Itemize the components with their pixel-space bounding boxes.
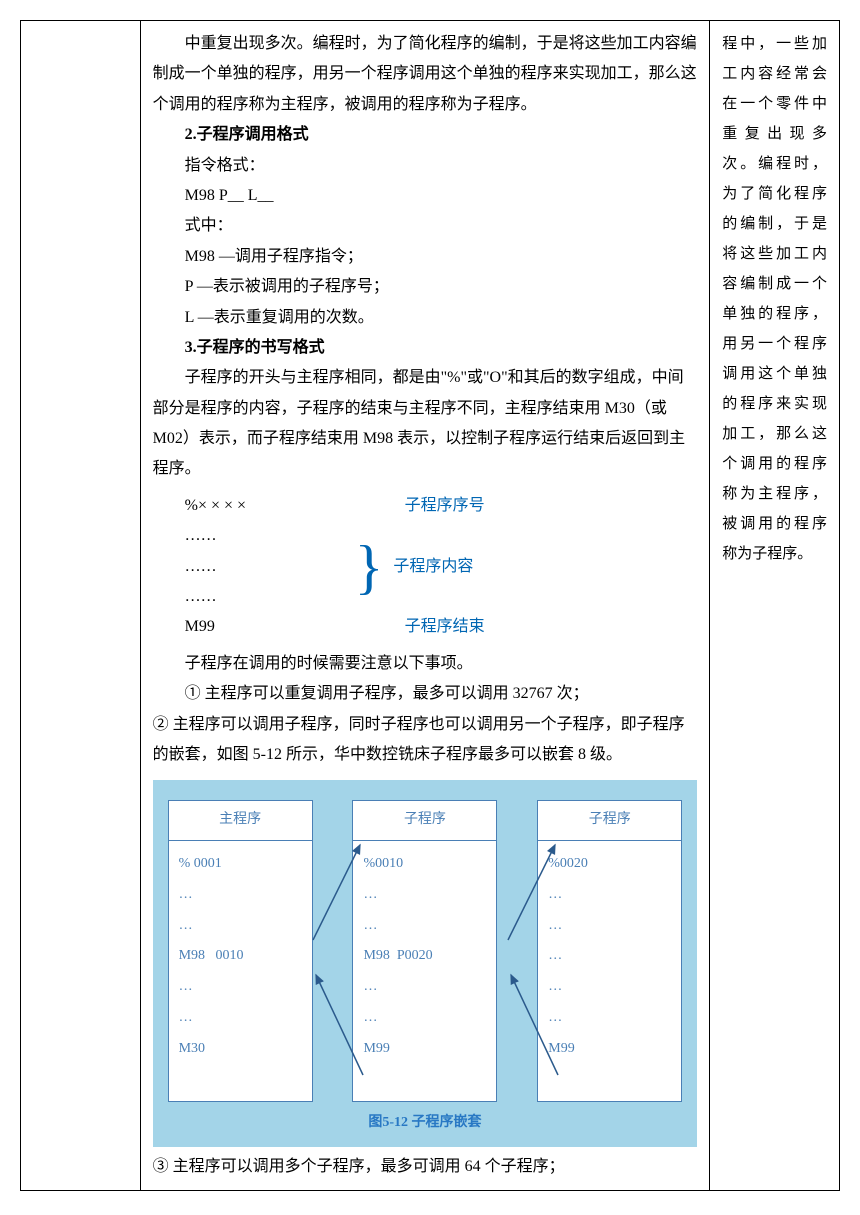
nest-line: … bbox=[548, 880, 671, 911]
struct-label-content: 子程序内容 bbox=[393, 552, 473, 582]
diagram-caption: 图5-12 子程序嵌套 bbox=[168, 1110, 683, 1137]
nest-line: M99 bbox=[363, 1034, 486, 1065]
sidebar-text: 程中，一些加工内容经常会在一个零件中重复出现多次。编程时，为了简化程序的编制，于… bbox=[722, 29, 827, 569]
brace-icon: } bbox=[355, 537, 384, 597]
nest-line: … bbox=[179, 972, 302, 1003]
nest-header-1: 子程序 bbox=[353, 801, 496, 841]
struct-dots-1: …… bbox=[185, 521, 365, 551]
nest-line: … bbox=[179, 911, 302, 942]
format-m98: M98 —调用子程序指令； bbox=[153, 242, 698, 272]
nest-line: … bbox=[548, 972, 671, 1003]
list-item-1: ① 主程序可以重复调用子程序，最多可以调用 32767 次； bbox=[153, 679, 698, 709]
nest-header-2: 子程序 bbox=[538, 801, 681, 841]
para-3: 子程序的开头与主程序相同，都是由"%"或"O"和其后的数字组成，中间部分是程序的… bbox=[153, 363, 698, 485]
struct-dots-3: …… bbox=[185, 582, 365, 612]
list-item-3: ③ 主程序可以调用多个子程序，最多可调用 64 个子程序； bbox=[153, 1152, 698, 1182]
nesting-diagram: 主程序 % 0001 … … M98 0010 … … M30 bbox=[153, 780, 698, 1146]
struct-dots-2: …… bbox=[185, 552, 365, 582]
nest-header-0: 主程序 bbox=[169, 801, 312, 841]
note-para: 子程序在调用的时候需要注意以下事项。 bbox=[153, 649, 698, 679]
list-item-2: ② 主程序可以调用子程序，同时子程序也可以调用另一个子程序，即子程序的嵌套，如图… bbox=[153, 710, 698, 771]
nest-line: M98 0010 bbox=[179, 941, 302, 972]
heading-2: 2.子程序调用格式 bbox=[153, 120, 698, 150]
main-column: 中重复出现多次。编程时，为了简化程序的编制，于是将这些加工内容编制成一个单独的程… bbox=[140, 21, 710, 1191]
format-command: M98 P__ L__ bbox=[153, 181, 698, 211]
nest-line: % 0001 bbox=[179, 849, 302, 880]
nest-boxes-container: 主程序 % 0001 … … M98 0010 … … M30 bbox=[168, 800, 683, 1102]
nest-box-main: 主程序 % 0001 … … M98 0010 … … M30 bbox=[168, 800, 313, 1102]
struct-end: M99 bbox=[185, 612, 365, 642]
format-l: L —表示重复调用的次数。 bbox=[153, 303, 698, 333]
nest-line: M99 bbox=[548, 1034, 671, 1065]
nest-box-sub2: 子程序 %0020 … … … … … M99 bbox=[537, 800, 682, 1102]
struct-label-end: 子程序结束 bbox=[405, 612, 485, 642]
nest-line: %0010 bbox=[363, 849, 486, 880]
nest-line: … bbox=[363, 880, 486, 911]
nest-line: M98 P0020 bbox=[363, 941, 486, 972]
struct-line-1: %× × × × bbox=[185, 491, 365, 521]
format-p: P —表示被调用的子程序号； bbox=[153, 272, 698, 302]
struct-label-num: 子程序序号 bbox=[405, 491, 485, 521]
nest-line: … bbox=[548, 1003, 671, 1034]
right-column: 程中，一些加工内容经常会在一个零件中重复出现多次。编程时，为了简化程序的编制，于… bbox=[710, 21, 840, 1191]
structure-diagram: %× × × × 子程序序号 …… …… …… } 子程序内容 M99 子程序结… bbox=[185, 491, 698, 643]
nest-line: … bbox=[363, 911, 486, 942]
nest-line: … bbox=[179, 880, 302, 911]
nest-line: … bbox=[548, 911, 671, 942]
nest-line: … bbox=[363, 1003, 486, 1034]
nest-line: %0020 bbox=[548, 849, 671, 880]
nest-line: … bbox=[179, 1003, 302, 1034]
left-column bbox=[21, 21, 141, 1191]
lesson-table: 中重复出现多次。编程时，为了简化程序的编制，于是将这些加工内容编制成一个单独的程… bbox=[20, 20, 840, 1191]
format-in: 式中： bbox=[153, 211, 698, 241]
intro-para: 中重复出现多次。编程时，为了简化程序的编制，于是将这些加工内容编制成一个单独的程… bbox=[153, 29, 698, 120]
nest-line: … bbox=[363, 972, 486, 1003]
nest-line: … bbox=[548, 941, 671, 972]
format-label: 指令格式： bbox=[153, 151, 698, 181]
nest-box-sub1: 子程序 %0010 … … M98 P0020 … … M99 bbox=[352, 800, 497, 1102]
nest-line: M30 bbox=[179, 1034, 302, 1065]
heading-3: 3.子程序的书写格式 bbox=[153, 333, 698, 363]
